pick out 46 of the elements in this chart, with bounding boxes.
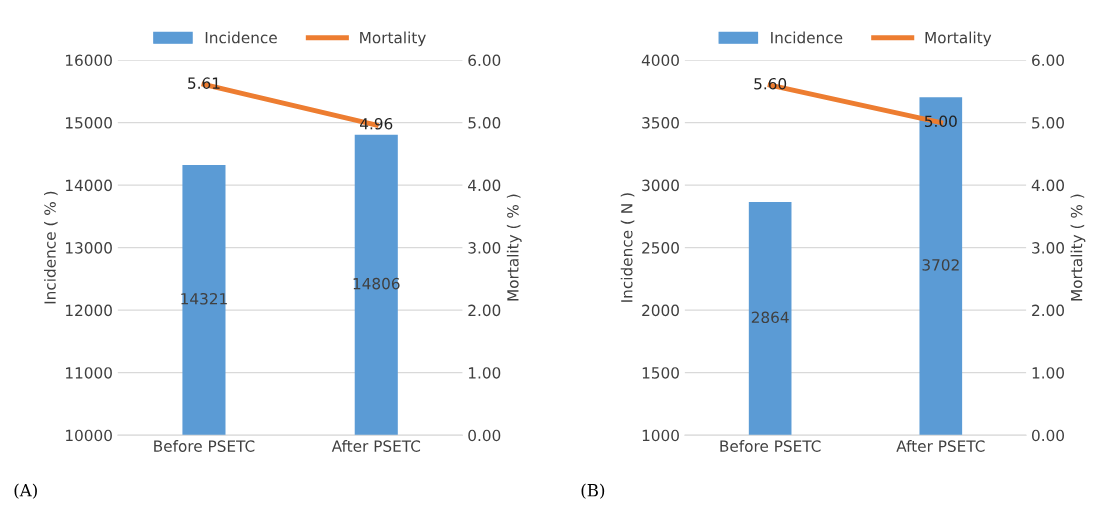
x-tick-label: After PSETC [331,440,421,452]
data-label: 5.60 [754,77,787,90]
y2-tick-label: 1.00 [1032,367,1064,379]
y2-tick-label: 2.00 [468,304,501,317]
text: (A) [14,483,37,499]
y2-axis-title: Mortality ( % ) [506,194,522,301]
y-tick-label: 13000 [66,242,112,254]
y2-tick-label: 6.00 [468,54,501,67]
y2-tick-label: 0.00 [468,429,501,442]
y2-axis-title: Mortality ( % ) [1070,194,1086,301]
data-label: 3702 [922,259,959,271]
legend-label: Incidence [205,31,277,44]
y2-tick-label: 5.00 [1032,117,1064,129]
y2-tick-label: 6.00 [1032,54,1064,67]
legend-label: Mortality [360,31,426,47]
y-tick-label: 4000 [641,54,679,67]
y-tick-label: 1000 [642,429,679,442]
text: (B) [581,483,605,499]
y-tick-label: 14000 [66,179,112,192]
x-tick-label: Before PSETC [720,440,821,452]
legend-label: Mortality [925,31,992,47]
y-tick-label: 16000 [66,54,112,67]
y2-tick-label: 3.00 [468,242,501,254]
y-tick-label: 3500 [642,117,679,129]
data-label: 5.61 [188,77,220,89]
y-tick-label: 12000 [66,304,112,317]
y2-tick-label: 1.00 [468,367,501,379]
y2-tick-label: 4.00 [1031,179,1064,192]
y2-tick-label: 0.00 [1032,429,1064,442]
x-tick-label: After PSETC [896,440,985,452]
data-label: 2864 [751,311,789,324]
y-tick-label: 10000 [66,429,112,442]
y-tick-label: 11000 [66,367,112,379]
y-tick-label: 15000 [66,117,112,129]
y2-tick-label: 2.00 [1032,304,1064,317]
y2-tick-label: 4.00 [468,179,501,192]
legend-label: Incidence [771,31,843,44]
y-tick-label: 2000 [642,304,679,317]
x-tick-label: Before PSETC [154,440,255,452]
y-axis-title: Incidence ( % ) [44,191,58,304]
y-axis-title: Incidence ( N ) [620,193,635,302]
y2-tick-label: 5.00 [468,117,501,129]
y2-tick-label: 3.00 [1032,242,1064,254]
y-tick-label: 2500 [642,242,679,254]
y-tick-label: 3000 [642,179,679,192]
y-tick-label: 1500 [642,367,679,379]
